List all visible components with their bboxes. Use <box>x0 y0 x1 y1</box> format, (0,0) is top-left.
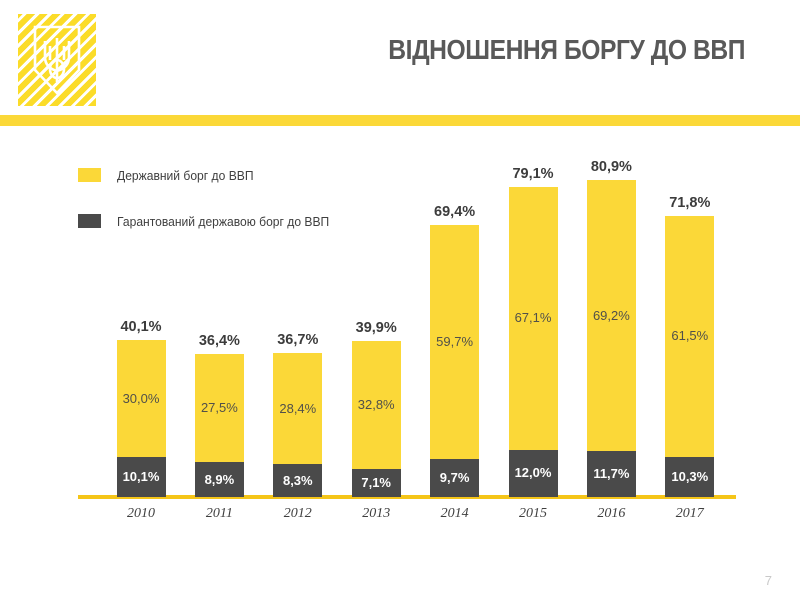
legend-label-state-debt: Державний борг до ВВП <box>117 167 254 183</box>
trident-shield-icon <box>33 25 81 95</box>
bar-segment-state-debt-2017[interactable]: 61,5% <box>665 215 715 457</box>
bar-segment-label-guaranteed-debt-2015: 12,0% <box>514 465 552 481</box>
x-axis-label-2016: 2016 <box>597 506 626 521</box>
legend-swatch-state-debt <box>78 168 101 182</box>
bar-segment-label-state-debt-2014: 59,7% <box>436 333 474 349</box>
x-axis-label-2012: 2012 <box>283 506 312 521</box>
bar-segment-guaranteed-debt-2012[interactable]: 8,3% <box>273 464 323 497</box>
bar-segment-state-debt-2012[interactable]: 28,4% <box>273 353 323 465</box>
legend-swatch-state-guaranteed-debt <box>78 214 101 228</box>
bar-segment-label-guaranteed-debt-2017: 10,3% <box>671 468 709 484</box>
legend-item-state-guaranteed-debt: Гарантований державою борг до ВВП <box>78 212 498 230</box>
bar-segment-guaranteed-debt-2010[interactable]: 10,1% <box>116 457 166 497</box>
bar-2015[interactable]: 79,1% 67,1% 12,0% <box>508 166 558 497</box>
bar-segment-guaranteed-debt-2013[interactable]: 7,1% <box>351 469 401 497</box>
bar-segment-label-state-debt-2011: 27,5% <box>200 400 238 416</box>
bar-segment-guaranteed-debt-2011[interactable]: 8,9% <box>194 462 244 497</box>
bar-2013[interactable]: 39,9% 32,8% 7,1% <box>351 320 401 497</box>
x-axis-label-2015: 2015 <box>519 506 547 521</box>
bar-total-label-2010: 40,1% <box>120 318 162 335</box>
bar-2017[interactable]: 71,8% 61,5% 10,3% <box>665 195 715 497</box>
bar-segment-label-guaranteed-debt-2011: 8,9% <box>204 471 235 487</box>
bar-segment-label-state-debt-2015: 67,1% <box>514 310 552 326</box>
bar-total-label-2016: 80,9% <box>590 158 632 175</box>
bar-2012[interactable]: 36,7% 28,4% 8,3% <box>273 332 323 497</box>
bar-segment-state-debt-2015[interactable]: 67,1% <box>508 186 558 450</box>
x-axis-label-2014: 2014 <box>440 506 469 521</box>
page-header: ВІДНОШЕННЯ БОРГУ ДО ВВП <box>0 0 800 112</box>
bar-segment-label-guaranteed-debt-2016: 11,7% <box>593 466 630 482</box>
page-title: ВІДНОШЕННЯ БОРГУ ДО ВВП <box>388 34 745 65</box>
legend-item-state-debt: Державний борг до ВВП <box>78 166 498 184</box>
bar-2010[interactable]: 40,1% 30,0% 10,1% <box>116 319 166 497</box>
bar-segment-state-debt-2016[interactable]: 69,2% <box>586 179 636 452</box>
bar-segment-label-guaranteed-debt-2013: 7,1% <box>361 475 391 491</box>
page-number: 7 <box>764 573 772 588</box>
bar-segment-label-state-debt-2017: 61,5% <box>671 328 709 344</box>
x-axis-line <box>78 495 736 499</box>
bar-segment-guaranteed-debt-2014[interactable]: 9,7% <box>430 458 480 497</box>
bar-segment-label-state-debt-2012: 28,4% <box>279 400 317 416</box>
bar-2016[interactable]: 80,9% 69,2% 11,7% <box>586 159 636 497</box>
bar-segment-state-debt-2014[interactable]: 59,7% <box>430 224 480 459</box>
bar-segment-state-debt-2013[interactable]: 32,8% <box>351 340 401 470</box>
chart-legend: Державний борг до ВВП Гарантований держа… <box>78 166 498 258</box>
bar-segment-guaranteed-debt-2017[interactable]: 10,3% <box>665 456 715 497</box>
x-axis-label-2017: 2017 <box>675 506 704 521</box>
bar-total-label-2011: 36,4% <box>198 333 240 350</box>
bar-segment-label-state-debt-2016: 69,2% <box>592 307 630 323</box>
x-axis-label-2013: 2013 <box>362 506 391 521</box>
ukraine-trident-emblem-icon <box>18 14 96 106</box>
bar-2011[interactable]: 36,4% 27,5% 8,9% <box>194 333 244 497</box>
x-axis-label-2011: 2011 <box>205 506 233 521</box>
bar-segment-label-guaranteed-debt-2012: 8,3% <box>282 472 313 488</box>
bar-total-label-2017: 71,8% <box>669 194 711 211</box>
bar-segment-state-debt-2011[interactable]: 27,5% <box>194 354 244 463</box>
bar-segment-state-debt-2010[interactable]: 30,0% <box>116 339 166 458</box>
bar-2014[interactable]: 69,4% 59,7% 9,7% <box>430 204 480 497</box>
bar-segment-label-state-debt-2010: 30,0% <box>122 390 160 406</box>
bar-segment-label-state-debt-2013: 32,8% <box>357 396 395 412</box>
bar-segment-guaranteed-debt-2016[interactable]: 11,7% <box>586 451 636 497</box>
bar-total-label-2015: 79,1% <box>512 165 554 182</box>
bar-total-label-2013: 39,9% <box>355 319 397 336</box>
x-axis-label-2010: 2010 <box>127 506 155 521</box>
bar-segment-guaranteed-debt-2015[interactable]: 12,0% <box>508 449 558 497</box>
bar-segment-label-guaranteed-debt-2010: 10,1% <box>122 469 160 485</box>
bar-total-label-2014: 69,4% <box>434 203 476 220</box>
bar-segment-label-guaranteed-debt-2014: 9,7% <box>439 469 470 485</box>
legend-label-state-guaranteed-debt: Гарантований державою борг до ВВП <box>117 213 330 229</box>
bar-total-label-2012: 36,7% <box>277 332 319 349</box>
